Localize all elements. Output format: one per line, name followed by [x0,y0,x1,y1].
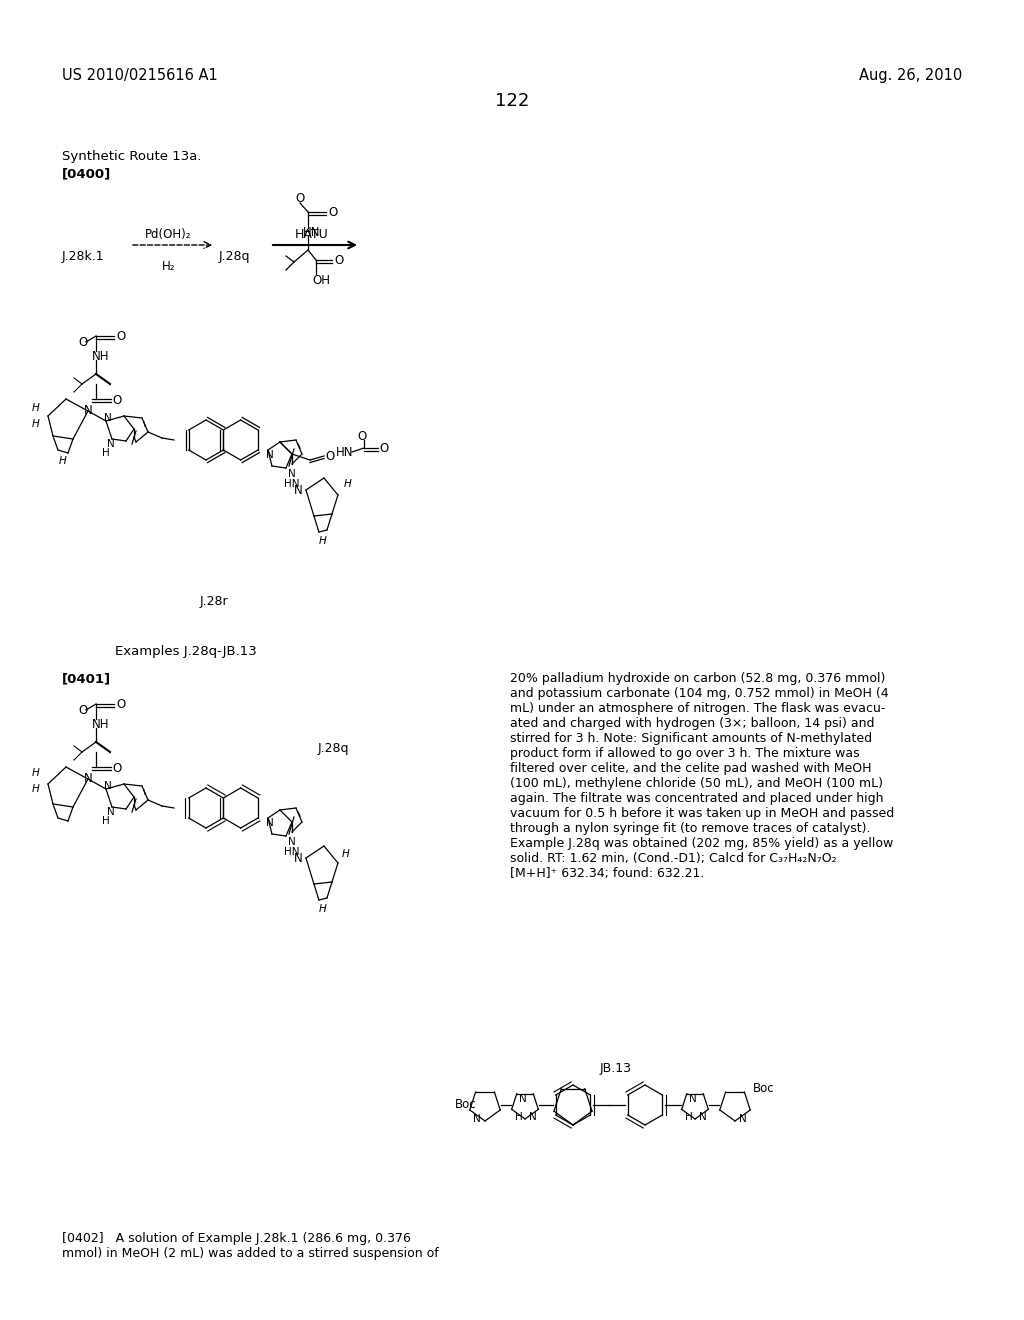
Text: 20% palladium hydroxide on carbon (52.8 mg, 0.376 mmol)
and potassium carbonate : 20% palladium hydroxide on carbon (52.8 … [510,672,894,880]
Text: N: N [104,781,112,791]
Text: Boc: Boc [455,1098,476,1111]
Text: H₂: H₂ [162,260,175,273]
Text: J.28k.1: J.28k.1 [62,249,104,263]
Text: N: N [84,404,93,417]
Text: J.28q: J.28q [219,249,251,263]
Text: N: N [288,469,296,479]
Text: OH: OH [312,273,330,286]
Text: J.28r: J.28r [200,595,228,609]
Text: O: O [357,429,367,442]
Text: JB.13: JB.13 [600,1063,632,1074]
Text: O: O [78,704,87,717]
Text: N: N [699,1111,707,1122]
Text: H: H [319,904,327,913]
Text: O: O [295,191,304,205]
Text: HN: HN [336,446,353,458]
Text: H: H [342,849,350,859]
Text: O: O [325,450,334,463]
Text: O: O [328,206,337,219]
Text: H: H [344,479,352,488]
Text: N: N [519,1094,527,1104]
Text: O: O [78,335,87,348]
Text: H: H [32,768,40,777]
Text: N: N [108,440,115,449]
Text: H: H [102,447,110,458]
Text: [0401]: [0401] [62,672,112,685]
Text: Boc: Boc [753,1082,774,1096]
Text: HATU: HATU [295,228,329,242]
Text: NH: NH [92,718,110,730]
Text: O: O [334,255,343,268]
Text: N: N [266,450,273,459]
Text: NH: NH [92,350,110,363]
Text: Pd(OH)₂: Pd(OH)₂ [145,228,191,242]
Text: Examples J.28q-JB.13: Examples J.28q-JB.13 [115,645,257,657]
Text: US 2010/0215616 A1: US 2010/0215616 A1 [62,69,218,83]
Text: O: O [112,762,121,775]
Text: N: N [294,851,302,865]
Text: N: N [288,837,296,847]
Text: H: H [59,455,67,466]
Text: N: N [739,1114,746,1125]
Text: N: N [266,818,273,828]
Text: O: O [116,698,125,711]
Text: J.28q: J.28q [318,742,349,755]
Text: HN: HN [303,226,321,239]
Text: Synthetic Route 13a.: Synthetic Route 13a. [62,150,202,162]
Text: [0400]: [0400] [62,168,112,180]
Text: H: H [685,1111,693,1122]
Text: N: N [529,1111,537,1122]
Text: O: O [112,393,121,407]
Text: H: H [32,418,40,429]
Text: H: H [515,1111,523,1122]
Text: H: H [32,403,40,413]
Text: HN: HN [284,479,299,488]
Text: N: N [294,483,302,496]
Text: N: N [104,413,112,422]
Text: Aug. 26, 2010: Aug. 26, 2010 [859,69,962,83]
Text: O: O [116,330,125,343]
Text: O: O [379,442,388,455]
Text: N: N [689,1094,697,1104]
Text: H: H [32,784,40,795]
Text: H: H [102,816,110,826]
Text: HN: HN [284,847,299,857]
Text: N: N [473,1114,481,1125]
Text: N: N [108,807,115,817]
Text: 122: 122 [495,92,529,110]
Text: [0402]   A solution of Example J.28k.1 (286.6 mg, 0.376
mmol) in MeOH (2 mL) was: [0402] A solution of Example J.28k.1 (28… [62,1232,438,1261]
Text: N: N [84,772,93,785]
Text: H: H [319,536,327,546]
